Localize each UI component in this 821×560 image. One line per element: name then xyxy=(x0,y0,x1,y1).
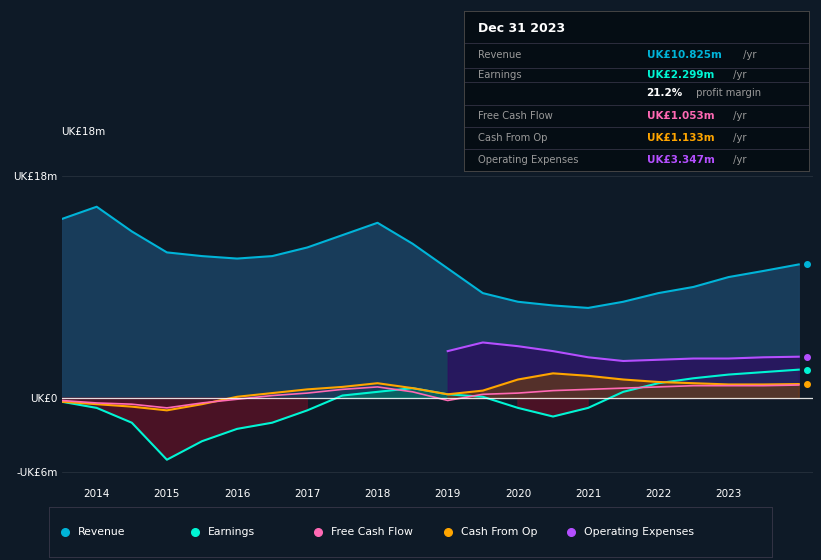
Text: UK£3.347m: UK£3.347m xyxy=(647,156,714,165)
Text: Free Cash Flow: Free Cash Flow xyxy=(331,527,413,537)
Text: Operating Expenses: Operating Expenses xyxy=(478,156,578,165)
Text: UK£1.133m: UK£1.133m xyxy=(647,133,714,143)
Text: /yr: /yr xyxy=(740,50,756,60)
Text: /yr: /yr xyxy=(731,156,747,165)
Text: 21.2%: 21.2% xyxy=(647,87,683,97)
Text: Revenue: Revenue xyxy=(478,50,521,60)
Text: Earnings: Earnings xyxy=(209,527,255,537)
Text: Free Cash Flow: Free Cash Flow xyxy=(478,111,553,121)
Text: Earnings: Earnings xyxy=(478,70,521,80)
Text: /yr: /yr xyxy=(731,133,747,143)
Text: /yr: /yr xyxy=(731,111,747,121)
Text: UK£1.053m: UK£1.053m xyxy=(647,111,714,121)
Text: /yr: /yr xyxy=(731,70,747,80)
Text: UK£18m: UK£18m xyxy=(62,127,106,137)
Text: UK£2.299m: UK£2.299m xyxy=(647,70,714,80)
Text: Dec 31 2023: Dec 31 2023 xyxy=(478,22,565,35)
Text: Cash From Op: Cash From Op xyxy=(478,133,547,143)
Text: Cash From Op: Cash From Op xyxy=(461,527,538,537)
Text: UK£10.825m: UK£10.825m xyxy=(647,50,722,60)
Text: Operating Expenses: Operating Expenses xyxy=(584,527,694,537)
Text: Revenue: Revenue xyxy=(78,527,126,537)
Text: profit margin: profit margin xyxy=(693,87,761,97)
